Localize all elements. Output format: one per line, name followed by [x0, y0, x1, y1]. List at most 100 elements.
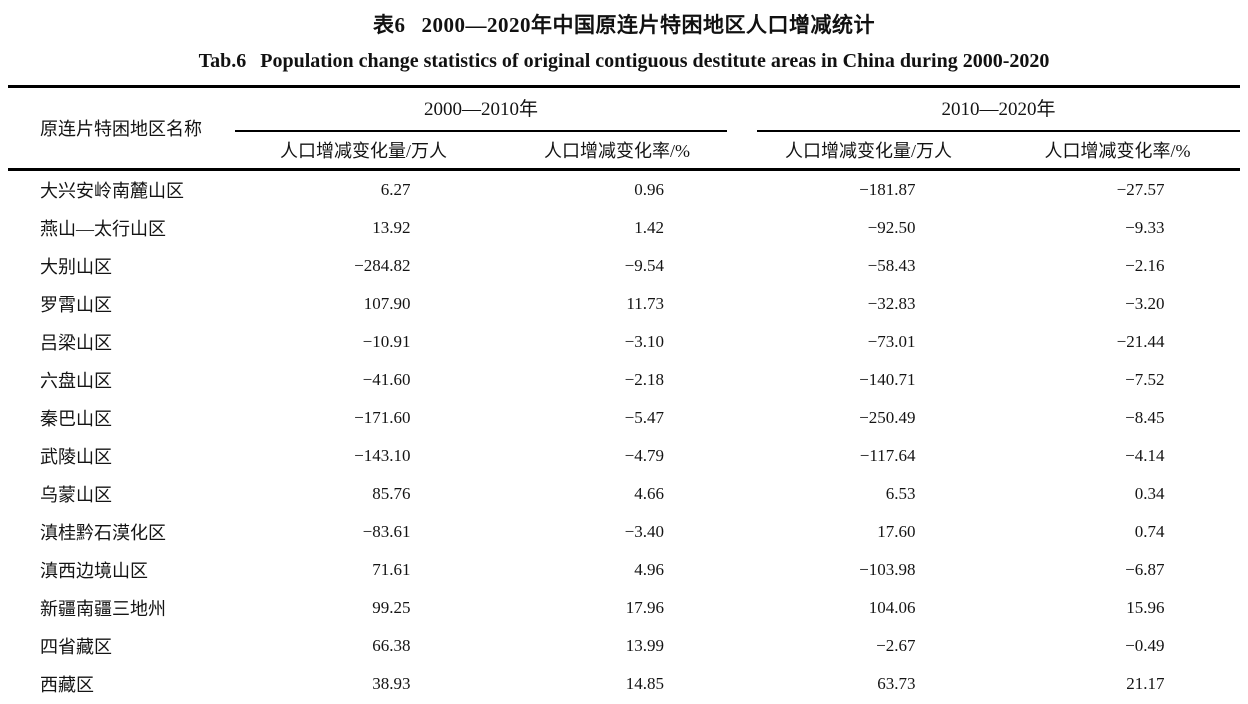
value-cell: 0.74	[995, 513, 1240, 551]
region-name-cell: 四省藏区	[40, 637, 112, 657]
value-cell: −3.20	[995, 285, 1240, 323]
region-name-cell: 大兴安岭南麓山区	[40, 181, 184, 201]
value-text: 17.60	[877, 522, 916, 541]
value-cell: 17.60	[742, 513, 995, 551]
value-cell: 104.06	[742, 589, 995, 627]
value-cell: −0.49	[995, 627, 1240, 665]
table-row: 六盘山区 −41.60 −2.18 −140.71 −7.52	[8, 361, 1240, 399]
value-cell: −41.60	[235, 361, 492, 399]
value-text: −3.10	[624, 332, 664, 351]
value-text: −3.20	[1125, 294, 1165, 313]
value-text: −32.83	[867, 294, 916, 313]
column-header-change-rate-1: 人口增减变化率/%	[492, 132, 743, 171]
value-cell: 11.73	[492, 285, 742, 323]
value-cell: 13.92	[235, 209, 492, 247]
value-cell: −181.87	[742, 170, 995, 210]
value-text: −4.79	[624, 446, 664, 465]
value-text: −4.14	[1125, 446, 1165, 465]
value-text: 0.74	[1134, 522, 1165, 541]
value-cell: −117.64	[742, 437, 995, 475]
table-header: 原连片特困地区名称 2000—2010年 2010—2020年 人口增减变化量/…	[8, 86, 1241, 171]
value-cell: −140.71	[742, 361, 995, 399]
table-title-en-text: Population change statistics of original…	[260, 50, 1050, 72]
value-text: −73.01	[867, 332, 916, 351]
value-text: 0.34	[1134, 484, 1165, 503]
value-cell: −2.16	[995, 247, 1240, 285]
value-cell: −2.67	[742, 627, 995, 665]
value-cell: 66.38	[235, 627, 492, 665]
value-text: −9.33	[1125, 218, 1165, 237]
table-row: 大别山区 −284.82 −9.54 −58.43 −2.16	[8, 247, 1240, 285]
value-text: −21.44	[1116, 332, 1165, 351]
value-cell: 63.73	[742, 665, 995, 703]
table-row: 燕山—太行山区 13.92 1.42 −92.50 −9.33	[8, 209, 1240, 247]
value-cell: −9.54	[492, 247, 742, 285]
value-text: 85.76	[372, 484, 411, 503]
value-text: −143.10	[354, 446, 411, 465]
value-text: −9.54	[624, 256, 664, 275]
value-cell: 107.90	[235, 285, 492, 323]
value-cell: −284.82	[235, 247, 492, 285]
region-name-cell: 燕山—太行山区	[40, 219, 166, 239]
table-body: 大兴安岭南麓山区 6.27 0.96 −181.87 −27.57 燕山—太行山区 13.9…	[8, 170, 1240, 704]
value-cell: −9.33	[995, 209, 1240, 247]
value-text: 66.38	[372, 636, 411, 655]
region-name-cell: 滇桂黔石漠化区	[40, 523, 166, 543]
value-cell: 4.66	[492, 475, 742, 513]
value-text: −250.49	[859, 408, 916, 427]
value-cell: 13.99	[492, 627, 742, 665]
table-title-en: Tab.6 Population change statistics of ori…	[0, 50, 1248, 73]
value-cell: −8.45	[995, 399, 1240, 437]
value-text: −27.57	[1116, 180, 1165, 199]
table-row: 滇西边境山区 71.61 4.96 −103.98 −6.87	[8, 551, 1240, 589]
value-cell: 1.42	[492, 209, 742, 247]
value-text: −140.71	[859, 370, 916, 389]
value-text: −41.60	[362, 370, 411, 389]
value-text: 14.85	[625, 674, 664, 693]
header-group-row: 原连片特困地区名称 2000—2010年 2010—2020年	[8, 86, 1241, 171]
region-name-cell: 六盘山区	[40, 371, 112, 391]
table-number-zh: 表6	[373, 13, 406, 37]
value-text: 17.96	[625, 598, 664, 617]
value-text: 21.17	[1126, 674, 1165, 693]
table-title-zh-text: 2000—2020年中国原连片特困地区人口增减统计	[421, 13, 875, 37]
value-cell: 6.27	[235, 170, 492, 210]
value-cell: −143.10	[235, 437, 492, 475]
value-text: −2.16	[1125, 256, 1165, 275]
value-text: −6.87	[1125, 560, 1165, 579]
region-name-cell: 大别山区	[40, 257, 112, 277]
region-name-cell: 滇西边境山区	[40, 561, 148, 581]
value-text: 104.06	[868, 598, 916, 617]
value-cell: −6.87	[995, 551, 1240, 589]
value-text: 13.99	[625, 636, 664, 655]
value-text: −2.18	[624, 370, 664, 389]
table-row: 滇桂黔石漠化区 −83.61 −3.40 17.60 0.74	[8, 513, 1240, 551]
value-cell: −3.10	[492, 323, 742, 361]
value-cell: 14.85	[492, 665, 742, 703]
value-cell: −92.50	[742, 209, 995, 247]
region-name-cell: 新疆南疆三地州	[40, 599, 166, 619]
value-text: 4.66	[634, 484, 664, 503]
value-text: 71.61	[372, 560, 411, 579]
value-text: 11.73	[626, 294, 664, 313]
value-text: 63.73	[877, 674, 916, 693]
table-row: 大兴安岭南麓山区 6.27 0.96 −181.87 −27.57	[8, 170, 1240, 210]
column-group-2010-2020: 2010—2020年	[742, 87, 1241, 132]
value-cell: −83.61	[235, 513, 492, 551]
region-name-cell: 秦巴山区	[40, 409, 112, 429]
value-text: 1.42	[634, 218, 664, 237]
table-row: 秦巴山区 −171.60 −5.47 −250.49 −8.45	[8, 399, 1240, 437]
value-cell: −171.60	[235, 399, 492, 437]
value-cell: 4.96	[492, 551, 742, 589]
column-header-change-amount-2: 人口增减变化量/万人	[742, 132, 996, 171]
table-row: 四省藏区 66.38 13.99 −2.67 −0.49	[8, 627, 1240, 665]
value-cell: −73.01	[742, 323, 995, 361]
region-name-cell: 西藏区	[40, 675, 94, 695]
value-text: −181.87	[859, 180, 916, 199]
value-text: −58.43	[867, 256, 916, 275]
value-text: 107.90	[363, 294, 411, 313]
value-text: −117.64	[859, 446, 916, 465]
value-text: −83.61	[362, 522, 411, 541]
value-text: 13.92	[372, 218, 411, 237]
